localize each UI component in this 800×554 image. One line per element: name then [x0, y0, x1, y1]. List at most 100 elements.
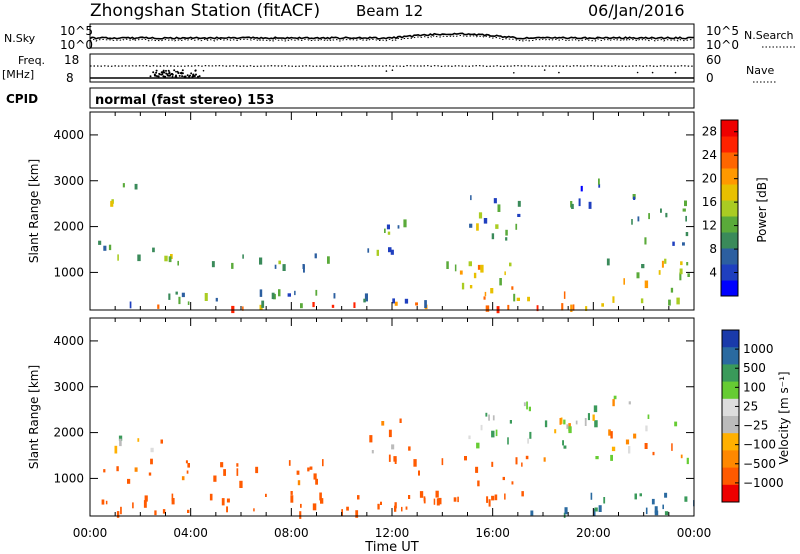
freq-right-tick-top: 60	[706, 53, 721, 67]
echo-cell	[137, 254, 141, 262]
nave-point	[166, 73, 169, 76]
nave-point	[162, 75, 165, 78]
echo-cell	[509, 262, 512, 267]
nave-point	[513, 72, 515, 74]
nave-point	[190, 72, 193, 75]
nave-point	[197, 75, 199, 78]
nave-point	[149, 75, 152, 78]
echo-cell	[144, 495, 148, 502]
echo-cell	[461, 282, 465, 290]
echo-cell	[680, 454, 683, 459]
echo-cell	[116, 466, 119, 472]
colorbar-swatch	[722, 398, 739, 417]
cpid-panel: CPID normal (fast stereo) 153	[6, 87, 695, 109]
echo-cell	[110, 200, 114, 207]
echo-cell	[278, 289, 281, 297]
colorbar-swatch	[722, 364, 739, 383]
echo-cell	[468, 435, 471, 440]
colorbar-swatch	[722, 416, 739, 434]
echo-cell	[612, 399, 615, 407]
echo-cell	[274, 264, 277, 269]
nave-point	[183, 75, 186, 78]
echo-cell	[242, 306, 244, 311]
echo-cell	[367, 248, 370, 253]
echo-cell	[143, 500, 147, 508]
echo-cell	[253, 508, 255, 512]
echo-cell	[259, 289, 263, 297]
echo-cell	[390, 249, 394, 255]
echo-cell	[593, 508, 596, 516]
echo-cell	[521, 462, 523, 467]
noise-left-tick-top: 10^5	[60, 24, 93, 38]
colorbar-tick-label: −25	[743, 419, 768, 433]
noise-right-tick-bottom: 10^0	[706, 38, 739, 52]
echo-cell	[563, 445, 567, 449]
y-tick-label: 3000	[53, 380, 84, 394]
echo-cell	[490, 288, 494, 294]
nave-point	[167, 69, 170, 72]
echo-cell	[686, 457, 689, 465]
colorbar-swatch	[721, 120, 738, 137]
echo-cell	[259, 304, 263, 311]
velocity-x-ticks	[89, 318, 695, 516]
date-label: 06/Jan/2016	[588, 1, 685, 20]
echo-cell	[687, 273, 690, 277]
colorbar-swatch	[722, 484, 739, 503]
colorbar-swatch	[722, 467, 739, 486]
echo-cell	[661, 260, 664, 268]
echo-cell	[478, 212, 483, 219]
echo-cell	[187, 301, 190, 305]
echo-cell	[215, 297, 218, 302]
cpid-frame	[89, 87, 695, 109]
noise-sky-label: N.Sky	[4, 32, 36, 45]
echo-cell	[168, 293, 171, 300]
echo-cell	[493, 198, 497, 204]
time-tick-label: 20:00	[576, 526, 611, 540]
echo-cell	[315, 478, 318, 485]
echo-cell	[645, 507, 648, 515]
echo-cell	[259, 257, 263, 265]
echo-cell	[641, 264, 645, 269]
echo-cell	[598, 183, 601, 188]
echo-cell	[399, 418, 402, 423]
echo-cell	[294, 290, 296, 296]
echo-cell	[480, 264, 484, 273]
echo-cell	[623, 278, 625, 285]
echo-cell	[598, 178, 600, 185]
nave-point	[165, 69, 167, 72]
echo-cell	[187, 463, 190, 468]
echo-cell	[491, 430, 495, 438]
nave-point	[170, 72, 173, 75]
echo-cell	[134, 183, 138, 190]
echo-cell	[122, 183, 125, 188]
echo-cell	[333, 293, 336, 299]
y-tick-label: 2000	[53, 220, 84, 234]
echo-cell	[181, 292, 185, 298]
echo-cell	[684, 200, 687, 207]
colorbar-swatch	[722, 433, 739, 451]
echo-cell	[255, 466, 259, 474]
echo-cell	[127, 478, 131, 484]
nave-point	[186, 74, 189, 77]
echo-cell	[670, 287, 674, 293]
echo-cell	[476, 442, 480, 449]
echo-cell	[290, 491, 293, 495]
nave-point	[171, 75, 174, 78]
echo-cell	[346, 506, 349, 511]
echo-cell	[644, 237, 647, 245]
echo-cell	[664, 511, 669, 516]
echo-cell	[150, 458, 153, 465]
echo-cell	[394, 502, 397, 509]
echo-cell	[598, 505, 602, 512]
echo-cell	[610, 454, 613, 461]
echo-cell	[563, 291, 566, 299]
echo-cell	[543, 457, 546, 462]
echo-cell	[314, 253, 317, 259]
echo-cell	[150, 447, 154, 453]
echo-cell	[103, 469, 106, 473]
colorbar-tick-label: −500	[743, 457, 776, 471]
echo-cell	[162, 509, 166, 514]
echo-cell	[527, 296, 530, 302]
echo-cell	[658, 270, 661, 275]
echo-cell	[477, 480, 480, 487]
